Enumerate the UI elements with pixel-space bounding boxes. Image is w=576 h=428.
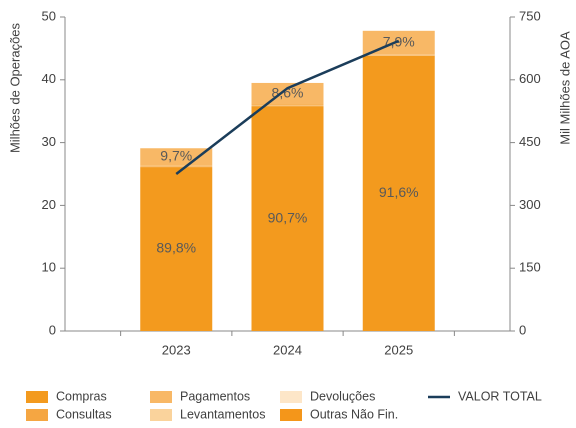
y-tick-label: 20 [42, 197, 56, 212]
legend-label: Outras Não Fin. [310, 407, 398, 421]
legend-label: Consultas [56, 407, 112, 421]
bar-segment [251, 104, 324, 105]
y2-tick-label: 750 [519, 8, 541, 23]
legend-swatch [26, 409, 48, 421]
legend-label: Pagamentos [180, 389, 250, 403]
bar-segment [362, 55, 435, 56]
y2-tick-label: 450 [519, 134, 541, 149]
data-label: 89,8% [156, 240, 196, 256]
bar-segment [362, 55, 435, 331]
y2-tick-label: 150 [519, 260, 541, 275]
y2-axis-label: Mil Milhões de AOA [557, 31, 572, 145]
y-axis-label: Milhões de Operações [7, 22, 22, 153]
y-tick-label: 0 [49, 322, 56, 337]
y-tick-label: 10 [42, 260, 56, 275]
y2-tick-label: 600 [519, 71, 541, 86]
legend-label: Compras [56, 389, 107, 403]
bar-segment [140, 166, 213, 168]
bar-segment [362, 54, 435, 56]
legend-swatch [280, 391, 302, 403]
y-tick-label: 50 [42, 8, 56, 23]
legend-swatch [280, 409, 302, 421]
data-label: 9,7% [160, 148, 192, 164]
bar-segment [251, 82, 324, 105]
y2-tick-label: 300 [519, 197, 541, 212]
y2-tick-label: 0 [519, 322, 526, 337]
data-label: 90,7% [268, 209, 308, 225]
legend-label: Devoluções [310, 389, 375, 403]
y-tick-label: 40 [42, 71, 56, 86]
bar-segment [251, 105, 324, 107]
y-tick-label: 30 [42, 134, 56, 149]
total-line [175, 39, 400, 175]
legend-swatch [150, 409, 172, 421]
data-label: 91,6% [379, 184, 419, 200]
x-tick-label: 2024 [273, 342, 302, 357]
bar-segment [251, 106, 324, 332]
x-tick-label: 2025 [384, 342, 413, 357]
bar-segment [251, 104, 324, 106]
legend-swatch [150, 391, 172, 403]
legend-swatch [26, 391, 48, 403]
x-tick-label: 2023 [162, 342, 191, 357]
bar-segment [140, 165, 213, 167]
data-label: 8,6% [272, 84, 304, 100]
legend-label: Levantamentos [180, 407, 265, 421]
bar-segment [140, 167, 213, 331]
legend-label: VALOR TOTAL [458, 389, 542, 403]
